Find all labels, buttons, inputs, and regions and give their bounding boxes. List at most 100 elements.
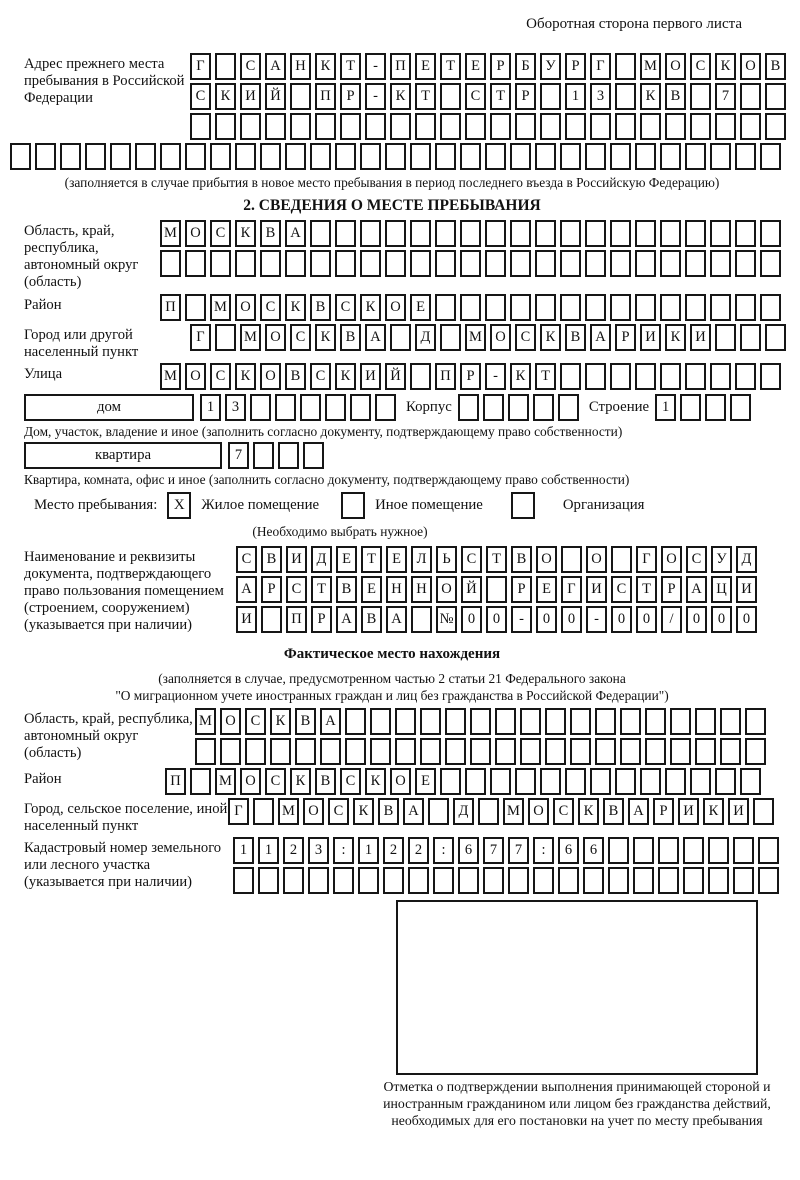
- char-cell[interactable]: 0: [461, 606, 482, 633]
- char-cell[interactable]: Ц: [711, 576, 732, 603]
- char-cell[interactable]: А: [265, 53, 286, 80]
- char-cell[interactable]: О: [235, 294, 256, 321]
- char-cell[interactable]: [420, 738, 441, 765]
- char-cell[interactable]: [185, 143, 206, 170]
- char-cell[interactable]: [705, 394, 727, 421]
- char-cell[interactable]: 6: [558, 837, 579, 864]
- char-cell[interactable]: [482, 394, 504, 421]
- char-cell[interactable]: [765, 113, 786, 140]
- char-cell[interactable]: В: [340, 324, 361, 351]
- char-cell[interactable]: И: [240, 83, 261, 110]
- char-cell[interactable]: [383, 867, 404, 894]
- char-cell[interactable]: [735, 143, 756, 170]
- char-cell[interactable]: Т: [415, 83, 436, 110]
- char-cell[interactable]: [740, 113, 761, 140]
- char-cell[interactable]: [560, 250, 581, 277]
- char-cell[interactable]: 1: [200, 394, 221, 421]
- char-cell[interactable]: Д: [311, 546, 332, 573]
- char-cell[interactable]: [595, 738, 616, 765]
- char-cell[interactable]: О: [740, 53, 761, 80]
- char-cell[interactable]: [570, 708, 591, 735]
- apartment-number-cells[interactable]: 7: [228, 442, 324, 469]
- char-cell[interactable]: Л: [411, 546, 432, 573]
- char-cell[interactable]: [685, 220, 706, 247]
- char-cell[interactable]: 1: [358, 837, 379, 864]
- char-cell[interactable]: [235, 143, 256, 170]
- char-cell[interactable]: [275, 394, 296, 421]
- char-cell[interactable]: О: [185, 220, 206, 247]
- char-cell[interactable]: [585, 363, 606, 390]
- char-cell[interactable]: [760, 363, 781, 390]
- char-cell[interactable]: [610, 143, 631, 170]
- char-cell[interactable]: [433, 867, 454, 894]
- stroenie-cells[interactable]: 1: [655, 394, 752, 421]
- char-cell[interactable]: [435, 220, 456, 247]
- char-cell[interactable]: [635, 143, 656, 170]
- char-cell[interactable]: Р: [515, 83, 536, 110]
- char-cell[interactable]: [215, 324, 236, 351]
- char-cell[interactable]: О: [260, 363, 281, 390]
- char-cell[interactable]: [325, 394, 346, 421]
- char-cell[interactable]: О: [185, 363, 206, 390]
- char-cell[interactable]: [410, 143, 431, 170]
- char-cell[interactable]: [233, 867, 254, 894]
- char-cell[interactable]: М: [195, 708, 216, 735]
- char-cell[interactable]: 0: [561, 606, 582, 633]
- char-cell[interactable]: М: [640, 53, 661, 80]
- char-cell[interactable]: [210, 143, 231, 170]
- char-cell[interactable]: И: [736, 576, 757, 603]
- char-cell[interactable]: А: [686, 576, 707, 603]
- char-cell[interactable]: С: [310, 363, 331, 390]
- char-cell[interactable]: 7: [508, 837, 529, 864]
- char-cell[interactable]: [360, 220, 381, 247]
- char-cell[interactable]: [345, 738, 366, 765]
- char-cell[interactable]: М: [240, 324, 261, 351]
- char-cell[interactable]: [258, 867, 279, 894]
- char-cell[interactable]: Г: [190, 53, 211, 80]
- char-cell[interactable]: [408, 867, 429, 894]
- char-cell[interactable]: [190, 768, 211, 795]
- char-cell[interactable]: [215, 113, 236, 140]
- char-cell[interactable]: 0: [736, 606, 757, 633]
- char-cell[interactable]: А: [320, 708, 341, 735]
- char-cell[interactable]: [708, 867, 729, 894]
- char-cell[interactable]: [435, 250, 456, 277]
- char-cell[interactable]: [385, 250, 406, 277]
- char-cell[interactable]: [710, 294, 731, 321]
- char-cell[interactable]: [457, 394, 479, 421]
- char-cell[interactable]: 7: [715, 83, 736, 110]
- char-cell[interactable]: [160, 143, 181, 170]
- char-cell[interactable]: [260, 250, 281, 277]
- char-cell[interactable]: [760, 220, 781, 247]
- char-cell[interactable]: [335, 220, 356, 247]
- char-cell[interactable]: [410, 220, 431, 247]
- char-cell[interactable]: [615, 768, 636, 795]
- char-cell[interactable]: [261, 606, 282, 633]
- char-cell[interactable]: [370, 738, 391, 765]
- char-cell[interactable]: [640, 113, 661, 140]
- char-cell[interactable]: [611, 546, 632, 573]
- char-cell[interactable]: [428, 798, 449, 825]
- char-cell[interactable]: [285, 250, 306, 277]
- char-cell[interactable]: В: [511, 546, 532, 573]
- char-cell[interactable]: [245, 738, 266, 765]
- char-cell[interactable]: [765, 83, 786, 110]
- char-cell[interactable]: О: [661, 546, 682, 573]
- prev-address-row-3[interactable]: [190, 113, 786, 140]
- char-cell[interactable]: С: [290, 324, 311, 351]
- char-cell[interactable]: [375, 394, 396, 421]
- char-cell[interactable]: [340, 113, 361, 140]
- char-cell[interactable]: А: [590, 324, 611, 351]
- char-cell[interactable]: М: [160, 363, 181, 390]
- char-cell[interactable]: [710, 143, 731, 170]
- char-cell[interactable]: 7: [228, 442, 249, 469]
- char-cell[interactable]: [685, 250, 706, 277]
- char-cell[interactable]: И: [728, 798, 749, 825]
- char-cell[interactable]: [520, 708, 541, 735]
- char-cell[interactable]: А: [236, 576, 257, 603]
- char-cell[interactable]: [685, 363, 706, 390]
- char-cell[interactable]: [665, 768, 686, 795]
- char-cell[interactable]: [615, 83, 636, 110]
